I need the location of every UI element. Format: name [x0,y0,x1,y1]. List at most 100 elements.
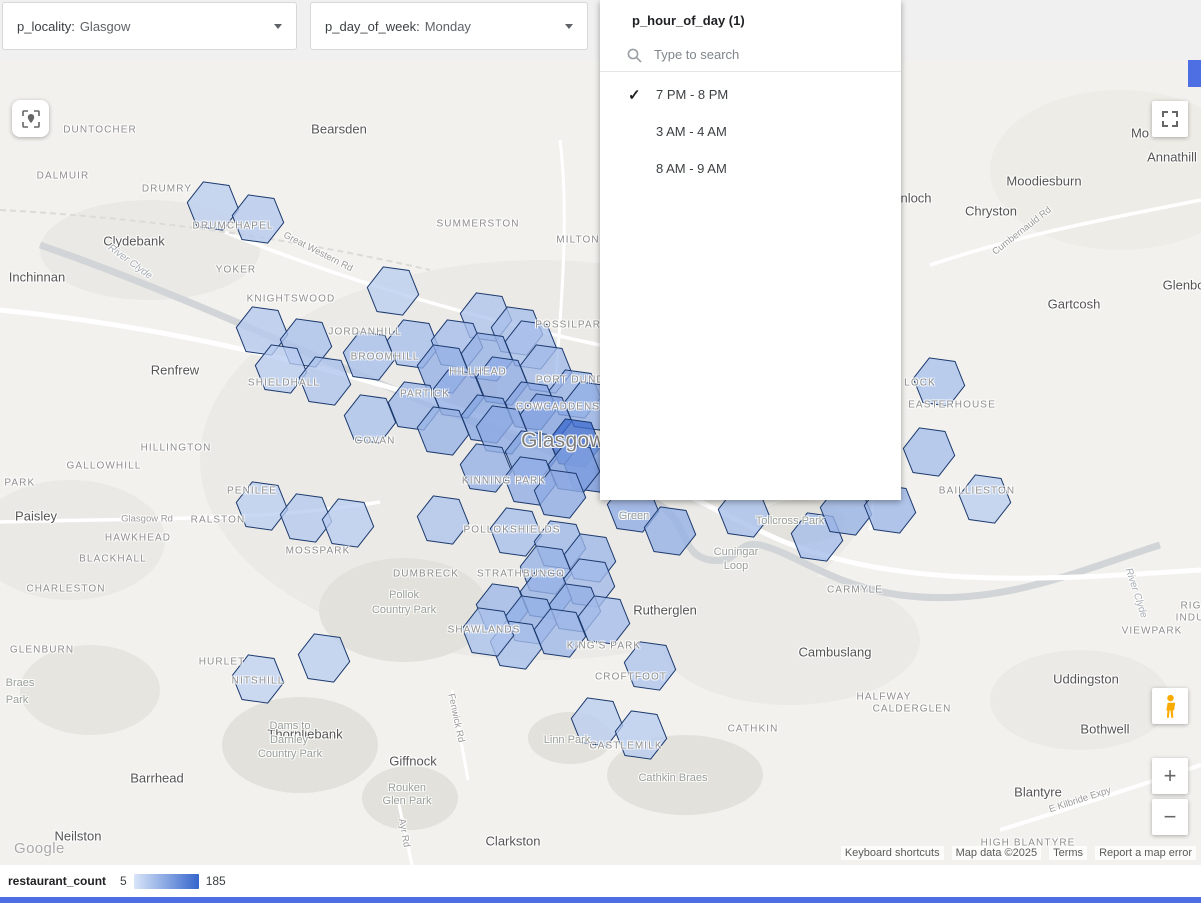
map-label: EASTERHOUSE [908,399,996,411]
hexbin[interactable] [366,266,420,316]
filter-day-of-week[interactable]: p_day_of_week: Monday [310,2,588,50]
hexbin[interactable] [577,595,631,645]
filter-day-label: p_day_of_week: [325,18,420,34]
map-label: Country Park [371,604,437,616]
attribution-item[interactable]: Report a map error [1095,846,1196,860]
hexbin[interactable] [235,481,289,531]
map-label: Glasgow Rd [121,513,173,525]
minus-icon: − [1163,804,1177,829]
hexbin[interactable] [614,710,668,760]
hexbin[interactable] [489,507,543,557]
legend-max-value: 185 [205,874,226,888]
hexbin[interactable] [902,427,956,477]
map-label: River Clyde [105,242,155,282]
hexbin[interactable] [623,641,677,691]
map-label: PENILEE [227,485,277,497]
hexbin[interactable] [570,697,624,747]
map-label: CARMYLE [826,584,884,596]
attribution-item[interactable]: Keyboard shortcuts [840,846,944,860]
hour-option-0[interactable]: ✓ 7 PM - 8 PM [600,76,901,113]
hexbin[interactable] [343,394,397,444]
hour-option-label: 7 PM - 8 PM [656,87,729,102]
map-label: MILTON [556,234,600,246]
map-label: BROOMHILL [350,351,420,363]
attribution-item: Map data ©2025 [951,846,1042,860]
hexbin[interactable] [231,654,285,704]
hexbin[interactable] [321,498,375,548]
pegman-button[interactable] [1152,688,1188,724]
filter-day-value: Monday [424,18,471,34]
hexbin[interactable] [416,406,470,456]
map-label: Blantyre [1014,784,1062,800]
filter-locality-value: Glasgow [79,18,131,34]
hexbin-layer [186,181,1012,760]
map-label: POSSILPARK [535,319,609,331]
map-label: DRUMRY [141,183,193,195]
hexbin[interactable] [342,331,396,381]
plus-icon: + [1163,763,1177,788]
map-label: INDU [1175,612,1201,624]
horizontal-scrollbar-thumb[interactable] [0,897,1201,903]
map-label: RALSTON [190,514,246,526]
map-label: Rouken [388,782,426,794]
map-label: CROFTFOOT [594,671,668,683]
map-label: CALDERGLEN [872,703,952,715]
hexbin[interactable] [958,474,1012,524]
hexbin[interactable] [254,344,308,394]
map-label: DALMUIR [36,170,90,182]
map-label: Cathkin Braes [638,772,708,784]
zoom-in-button[interactable]: + [1152,758,1188,794]
map-label: Inchinnan [8,269,66,285]
map-label: Tollcross Park [755,515,825,527]
hexbin[interactable] [416,495,470,545]
hexbin[interactable] [912,357,966,407]
map-label: CASTLEMILK [589,740,663,752]
map-label: DUNTOCHER [63,124,137,136]
filter-locality-label: p_locality: [17,18,75,34]
map-label: KING'S PARK [566,640,642,652]
hour-option-label: 3 AM - 4 AM [656,124,727,139]
map-label: Clydebank [103,233,165,249]
legend-min-value: 5 [120,874,127,888]
choose-location-button[interactable] [12,100,49,137]
check-icon: ✓ [628,86,641,104]
hexbin[interactable] [459,443,513,493]
zoom-out-button[interactable]: − [1152,799,1188,835]
map-label: SHAWLANDS [447,624,521,636]
map-label: Bothwell [1080,721,1130,737]
hour-option-1[interactable]: ✓3 AM - 4 AM [600,113,901,150]
map-label: NITSHILL [231,675,285,687]
map-label: VIEWPARK [1121,625,1183,637]
attribution-item[interactable]: Terms [1049,846,1088,860]
hexbin[interactable] [461,607,515,657]
map-label: HILLHEAD [449,366,507,378]
pegman-icon [1165,694,1175,718]
map-label: HAWKHEAD [104,532,172,544]
map-label: Park [5,694,29,706]
fullscreen-button[interactable] [1152,101,1188,137]
hexbin[interactable] [297,633,351,683]
hexbin[interactable] [298,356,352,406]
map-label: PARTICK [399,388,451,400]
legend-gradient-bar [133,873,199,889]
map-label: MOSSPARK [285,545,351,557]
map-label: BLACKHALL [79,553,147,565]
hour-option-2[interactable]: ✓8 AM - 9 AM [600,150,901,187]
map-label: Ayr Rd [396,817,412,849]
map-label: E Kilbride Expy [1047,784,1113,816]
map-label: Moodiesburn [1006,173,1082,189]
map-label: Cambuslang [798,644,872,660]
hexbin[interactable] [643,506,697,556]
map-label: Great Western Rd [281,229,355,275]
vertical-scrollbar-thumb[interactable] [1188,60,1201,87]
map-label: Annathill [1147,149,1197,165]
map-label: LOCK [904,377,936,389]
hexbin[interactable] [231,194,285,244]
search-input[interactable] [654,47,854,62]
map-attribution: Keyboard shortcuts Map data ©2025 Terms Rep… [840,846,1196,860]
hexbin[interactable] [186,181,240,231]
hexbin[interactable] [533,469,587,519]
filter-locality[interactable]: p_locality: Glasgow [2,2,297,50]
hexbin[interactable] [279,493,333,543]
